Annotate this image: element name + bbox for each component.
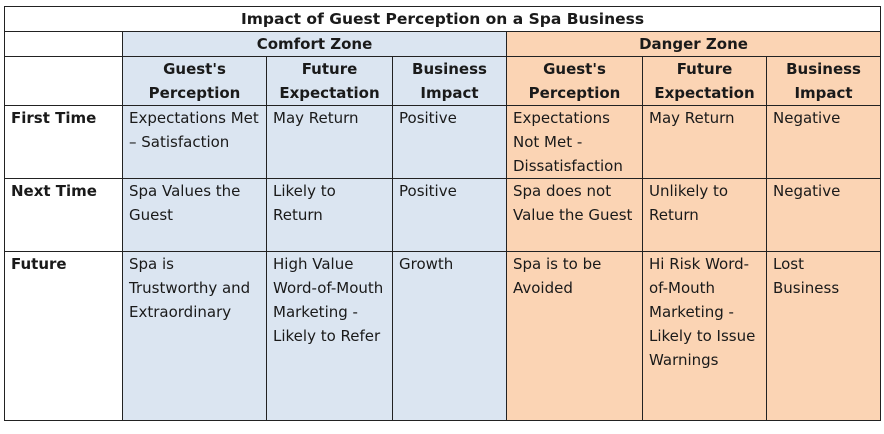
comfort-perception-header: Guest's Perception [122,56,267,106]
comfort-impact-cell: Positive [392,178,507,252]
comfort-perception-cell: Spa Values the Guest [122,178,267,252]
comfort-impact-cell: Positive [392,105,507,179]
danger-expectation-cell: Hi Risk Word-of-Mouth Marketing - Likely… [642,251,767,421]
danger-expectation-cell: Unlikely to Return [642,178,767,252]
comfort-perception-cell: Spa is Trustworthy and Extraordinary [122,251,267,421]
comfort-expectation-cell: Likely to Return [266,178,393,252]
table-title: Impact of Guest Perception on a Spa Busi… [3,6,882,32]
table-row: Next Time Spa Values the Guest Likely to… [4,178,882,252]
comfort-expectation-header: Future Expectation [266,56,393,106]
row-label: Future [4,251,123,421]
danger-impact-cell: Negative [765,178,882,252]
comfort-zone-header: Comfort Zone [122,31,507,57]
spa-impact-table: Impact of Guest Perception on a Spa Busi… [3,6,882,421]
comfort-impact-cell: Growth [392,251,507,421]
comfort-expectation-cell: May Return [266,105,393,179]
comfort-impact-header: Business Impact [392,56,507,106]
danger-perception-cell: Spa does not Value the Guest [506,178,643,252]
danger-expectation-header: Future Expectation [642,56,767,106]
danger-impact-cell: Lost Business [765,251,882,421]
comfort-perception-cell: Expectations Met – Satisfaction [122,105,267,179]
danger-perception-cell: Spa is to be Avoided [506,251,643,421]
table-row: First Time Expectations Met – Satisfacti… [4,105,882,179]
comfort-expectation-cell: High Value Word-of-Mouth Marketing - Lik… [266,251,393,421]
corner-cell [4,31,123,57]
danger-perception-header: Guest's Perception [506,56,643,106]
danger-impact-cell: Negative [765,105,882,179]
corner-cell-2 [4,56,123,106]
danger-expectation-cell: May Return [642,105,767,179]
danger-zone-header: Danger Zone [505,31,882,57]
row-label: First Time [4,105,123,179]
danger-perception-cell: Expectations Not Met - Dissatisfaction [506,105,643,179]
row-label: Next Time [4,178,123,252]
danger-impact-header: Business Impact [765,56,882,106]
table-row: Future Spa is Trustworthy and Extraordin… [4,251,882,421]
